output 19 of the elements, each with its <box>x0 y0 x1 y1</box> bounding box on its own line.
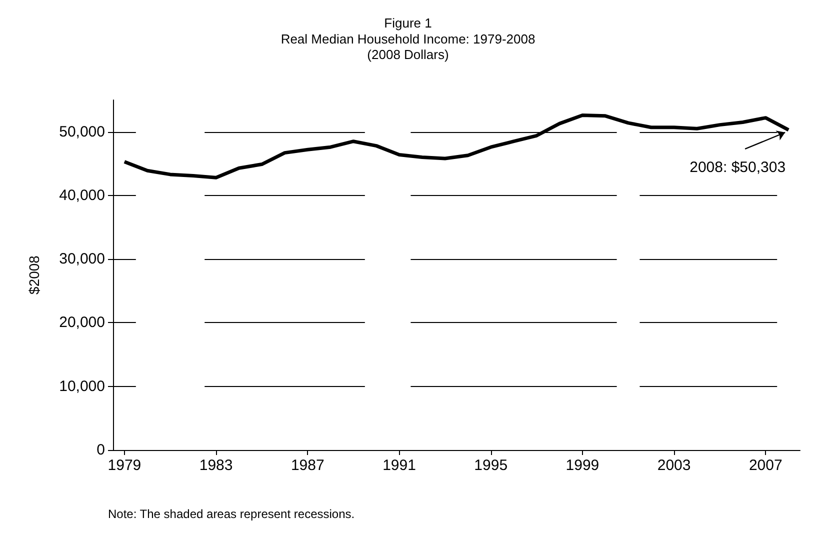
x-tick-label: 1991 <box>382 457 416 474</box>
y-tick-label: 10,000 <box>59 378 105 395</box>
x-tick-label: 1999 <box>566 457 600 474</box>
y-tick-label: 0 <box>96 442 105 458</box>
x-tick-label: 2003 <box>657 457 691 474</box>
y-tick-label: 30,000 <box>59 250 105 268</box>
chart-title: Figure 1 Real Median Household Income: 1979-2008 <box>280 16 536 46</box>
y-tick-label: 40,000 <box>59 186 105 204</box>
x-tick-label: 1979 <box>108 457 142 474</box>
annotation: 2008: $50,303 <box>690 158 786 176</box>
y-axis-title: $2008 <box>26 255 42 294</box>
x-tick-label: 1987 <box>290 457 324 474</box>
y-tick-label: 50,000 <box>59 123 105 140</box>
x-tick-label: 1983 <box>199 457 233 474</box>
y-tick-label: 20,000 <box>59 314 105 332</box>
chart-subtitle: (2008 Dollars) <box>367 47 449 62</box>
x-tick-label: 1995 <box>474 457 508 474</box>
x-tick-label: 2007 <box>748 457 782 474</box>
text: Note: The shaded areas represent recessions. <box>108 507 355 521</box>
